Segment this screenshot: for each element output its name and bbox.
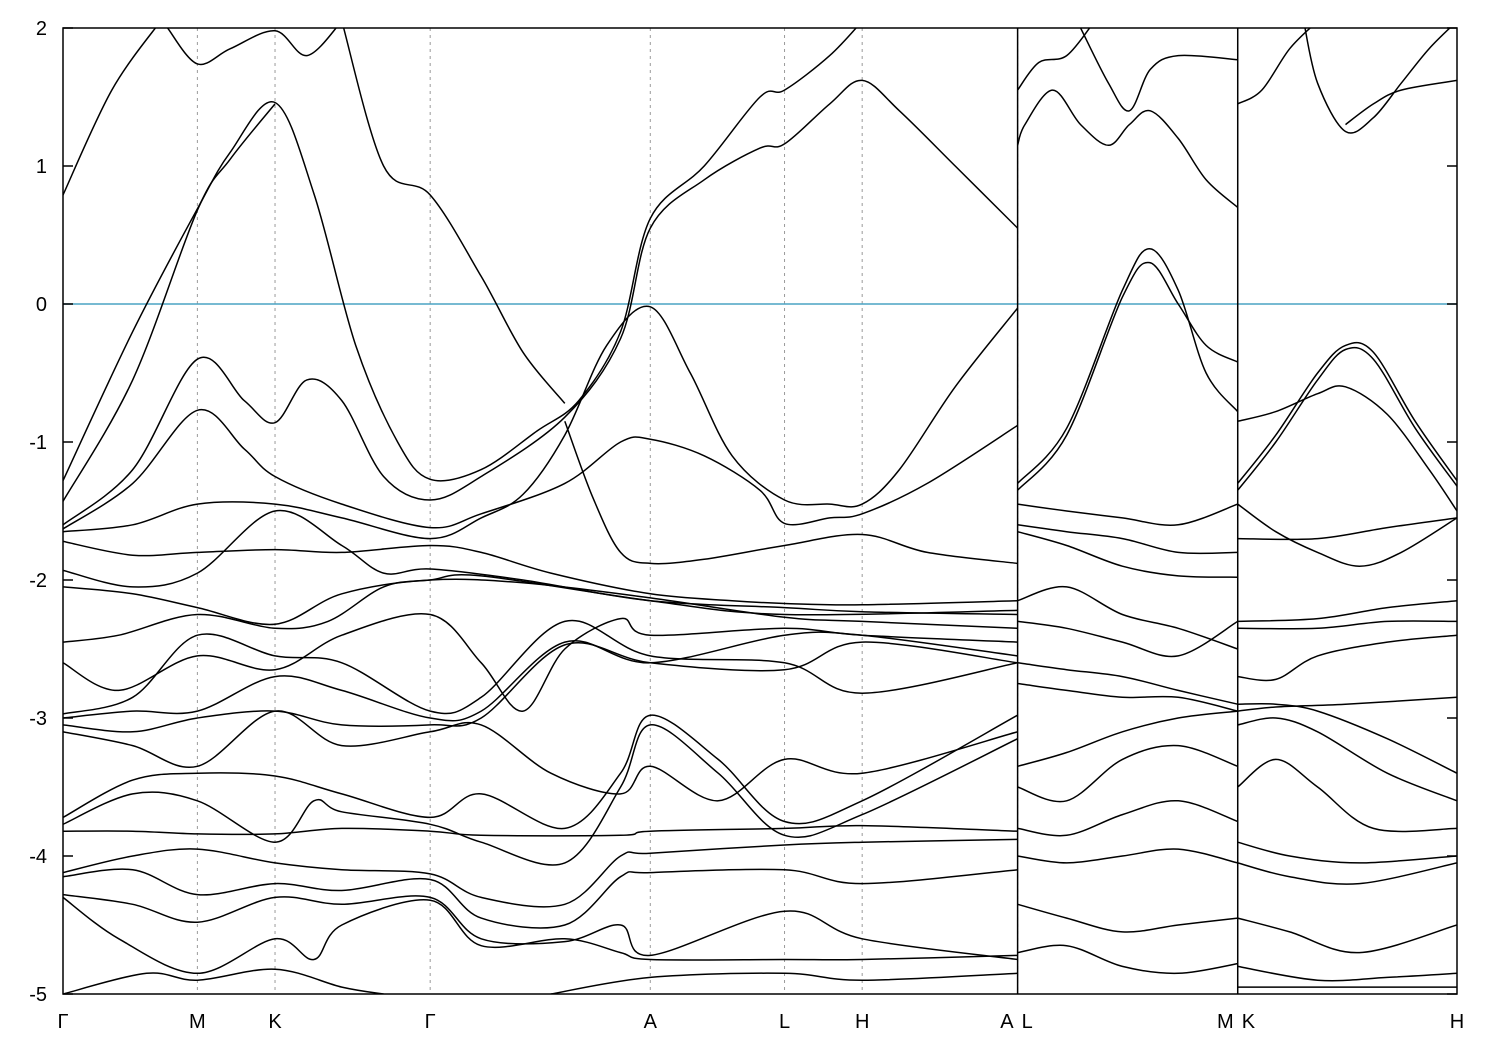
x-kpoint-label: H [1450,1011,1464,1033]
band-line [1237,620,1457,630]
band-line [1304,28,1451,134]
band-line [1237,634,1457,682]
band-line [1237,841,1457,864]
band-line [1345,79,1457,126]
band-line [1016,28,1091,91]
band-line [63,631,1018,722]
band-line [1017,944,1238,975]
y-tick-label: -4 [29,846,47,868]
band-line [1237,696,1457,712]
band-line [63,574,1018,643]
band-line [63,578,1018,630]
band-line [1017,261,1239,491]
segment-separators [1016,28,1239,994]
band-line [1079,28,1238,112]
band-line [1017,530,1238,578]
x-kpoint-label: M [1217,1011,1234,1033]
band-line [63,714,1018,830]
band-line [1017,585,1238,650]
band-line [1237,717,1457,802]
band-line [1237,917,1457,954]
band-line [1016,89,1239,208]
band-line [63,540,1018,606]
band-line [63,103,276,502]
band-line [63,79,1019,526]
x-kpoint-label: K [268,1011,282,1033]
band-line [63,619,1018,715]
band-line [63,28,858,482]
y-axis-ticks: 2 1 0 -1 -2 -3 -4 -5 [29,18,1457,1006]
band-line [63,838,1018,908]
band-line [1017,620,1239,658]
band-line [1237,758,1457,833]
plot-frame [62,27,1458,995]
band-line [1237,702,1457,774]
x-kpoint-label: L [779,1011,790,1033]
band-line [1017,710,1238,768]
band-line [63,893,1018,961]
band-line [1017,848,1238,864]
band-line [1237,385,1457,512]
x-kpoint-label: A [644,1011,658,1033]
band-line [1017,248,1239,484]
band-line [1237,517,1457,541]
band-line [550,972,1018,994]
band-line [63,968,384,994]
band-line [63,641,1018,733]
band-line [342,28,566,404]
band-line [1017,682,1238,712]
band-line [1237,862,1457,885]
y-tick-label: 0 [36,294,47,316]
band-line [1017,662,1238,705]
band-line [564,421,1018,565]
band-line [63,824,1018,837]
x-kpoint-label: A [1000,1011,1014,1033]
y-tick-label: -3 [29,708,47,730]
band-lines [63,28,1457,994]
band-line [1237,965,1457,982]
band-line [1237,341,1457,484]
band-line [1017,903,1238,933]
band-line [63,509,1018,616]
band-line [1017,744,1238,803]
band-line [63,305,1019,540]
y-tick-label: -5 [29,984,47,1006]
band-line [63,724,1018,866]
band-line [1237,503,1457,567]
band-line [1017,800,1238,837]
y-tick-label: 1 [36,156,47,178]
band-line [63,408,1019,530]
band-line [63,28,157,196]
band-line [63,710,1018,802]
y-tick-label: -1 [29,432,47,454]
x-kpoint-label: L [1022,1011,1033,1033]
band-line [1017,503,1238,527]
x-kpoint-label: Γ [425,1011,436,1033]
band-line [63,868,1018,929]
band-line [63,612,1018,712]
x-kpoint-label: K [1242,1011,1256,1033]
band-line [1237,599,1457,623]
y-tick-label: 2 [36,18,47,40]
band-line [63,896,1018,975]
band-line [1237,346,1457,491]
y-tick-label: -2 [29,570,47,592]
band-line [1017,524,1238,555]
x-kpoint-label: Γ [57,1011,68,1033]
x-kpoint-label: M [189,1011,206,1033]
x-kpoint-label: H [855,1011,869,1033]
band-line [167,28,338,66]
